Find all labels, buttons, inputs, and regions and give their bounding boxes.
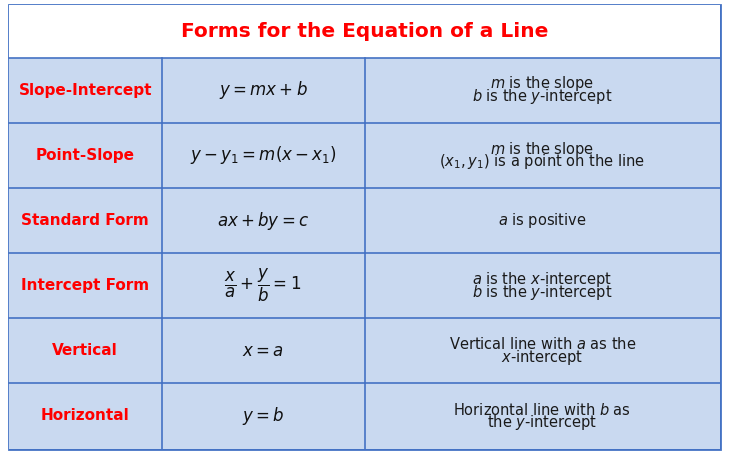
Bar	[9, 58, 720, 123]
Text: $y-y_1=m(x-x_1)$: $y-y_1=m(x-x_1)$	[190, 144, 336, 167]
Text: $b$ is the $y$-intercept: $b$ is the $y$-intercept	[472, 87, 612, 106]
Text: Slope-Intercept: Slope-Intercept	[18, 83, 152, 98]
Text: $b$ is the $y$-intercept: $b$ is the $y$-intercept	[472, 282, 612, 301]
Text: $m$ is the slope: $m$ is the slope	[491, 74, 594, 94]
Text: $a$ is positive: $a$ is positive	[498, 211, 587, 230]
Text: $(x_1,y_1)$ is a point on the line: $(x_1,y_1)$ is a point on the line	[440, 152, 645, 171]
Text: $a$ is the $x$-intercept: $a$ is the $x$-intercept	[472, 270, 612, 289]
Text: $\dfrac{x}{a}+\dfrac{y}{b}=1$: $\dfrac{x}{a}+\dfrac{y}{b}=1$	[225, 267, 302, 304]
Text: Vertical: Vertical	[52, 343, 118, 358]
Text: Point-Slope: Point-Slope	[36, 148, 135, 163]
Bar	[9, 123, 720, 188]
Text: $m$ is the slope: $m$ is the slope	[491, 139, 594, 158]
Bar	[9, 318, 720, 384]
Bar	[9, 253, 720, 318]
Text: $y=b$: $y=b$	[242, 405, 284, 427]
Text: Horizontal: Horizontal	[41, 409, 130, 424]
Bar	[9, 5, 720, 58]
Text: Horizontal line with $b$ as: Horizontal line with $b$ as	[453, 402, 631, 418]
Bar	[9, 188, 720, 253]
Text: Intercept Form: Intercept Form	[21, 278, 149, 293]
Text: $x$-intercept: $x$-intercept	[502, 348, 583, 367]
Text: $x=a$: $x=a$	[242, 342, 284, 360]
Text: Forms for the Equation of a Line: Forms for the Equation of a Line	[181, 22, 548, 41]
Text: Vertical line with $a$ as the: Vertical line with $a$ as the	[448, 336, 636, 352]
Text: $y = mx+b$: $y = mx+b$	[219, 79, 308, 101]
Bar	[9, 384, 720, 449]
Text: the $y$-intercept: the $y$-intercept	[487, 413, 598, 432]
Text: Standard Form: Standard Form	[21, 213, 149, 228]
Text: $ax+by=c$: $ax+by=c$	[217, 210, 309, 232]
